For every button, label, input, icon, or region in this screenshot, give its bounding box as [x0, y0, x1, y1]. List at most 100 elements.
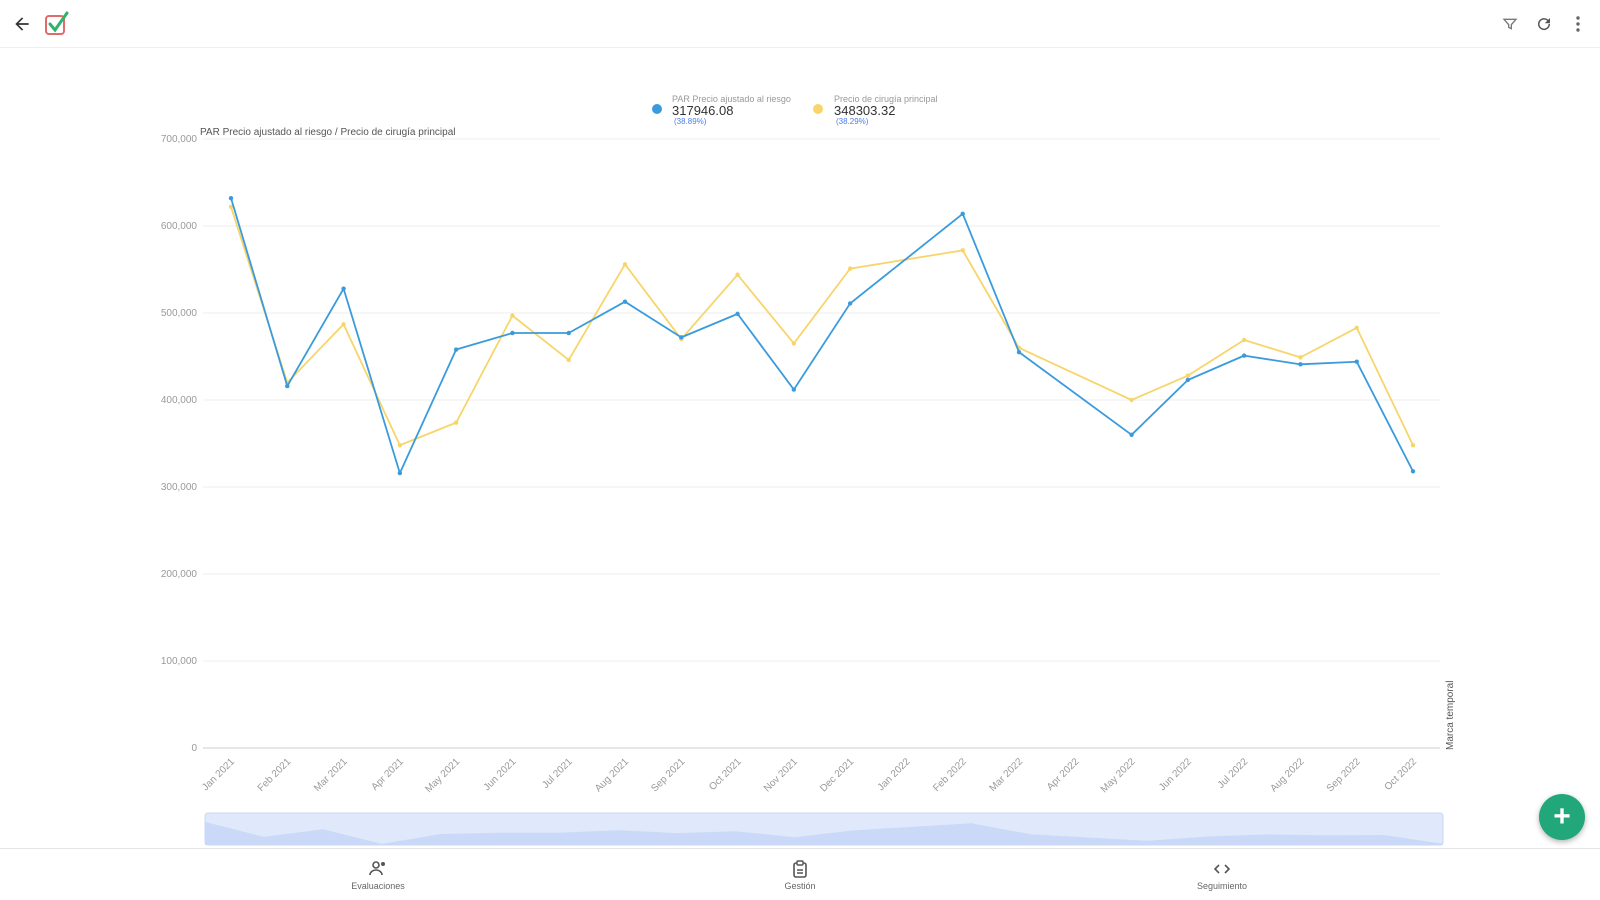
data-point[interactable]: [1016, 349, 1022, 355]
data-point[interactable]: [960, 248, 965, 253]
y-tick-label: 500,000: [161, 308, 198, 319]
x-tick-label: Sep 2022: [1325, 756, 1363, 794]
x-tick-label: Sep 2021: [649, 756, 687, 794]
legend-value-precio: 348303.32: [834, 103, 895, 118]
legend-item-par[interactable]: PAR Precio ajustado al riesgo 317946.08 …: [652, 94, 791, 126]
chart-legend: PAR Precio ajustado al riesgo 317946.08 …: [652, 94, 938, 126]
top-app-bar: [0, 0, 1600, 48]
back-button[interactable]: [8, 10, 36, 38]
data-point[interactable]: [510, 330, 515, 336]
data-point[interactable]: [341, 322, 346, 327]
data-point[interactable]: [397, 470, 403, 476]
data-point[interactable]: [1298, 355, 1303, 360]
y-tick-label: 700,000: [161, 134, 198, 145]
more-options-button[interactable]: [1566, 12, 1590, 36]
chart-subtitle: PAR Precio ajustado al riesgo / Precio d…: [200, 127, 456, 138]
range-navigator[interactable]: [204, 812, 1444, 846]
data-point[interactable]: [791, 341, 797, 346]
plus-icon: +: [1553, 800, 1571, 833]
data-point[interactable]: [1185, 377, 1191, 383]
nav-item-gestion[interactable]: Gestión: [720, 853, 880, 897]
line-chart: PAR Precio ajustado al riesgo 317946.08 …: [161, 94, 1456, 846]
data-point[interactable]: [341, 286, 346, 291]
people-icon: [369, 860, 387, 878]
legend-label-precio: Precio de cirugía principal: [834, 94, 938, 104]
data-point[interactable]: [847, 301, 853, 306]
data-point[interactable]: [566, 357, 571, 363]
y-tick-label: 0: [191, 743, 197, 754]
clipboard-icon: [791, 859, 809, 878]
data-point[interactable]: [1354, 359, 1359, 364]
data-point[interactable]: [1129, 432, 1134, 437]
data-point[interactable]: [1185, 373, 1191, 378]
x-tick-label: Dec 2021: [818, 756, 856, 794]
data-point[interactable]: [285, 383, 290, 389]
data-point[interactable]: [735, 311, 740, 317]
data-point[interactable]: [679, 335, 684, 340]
y-tick-label: 600,000: [161, 221, 198, 232]
x-tick-label: Jan 2022: [876, 756, 913, 793]
series-line: [230, 206, 1414, 447]
data-point[interactable]: [1129, 397, 1134, 403]
arrow-left-icon: [15, 17, 29, 31]
right-axis-label: Marca temporal: [1445, 681, 1456, 750]
data-point[interactable]: [566, 330, 571, 336]
data-point[interactable]: [228, 204, 234, 210]
refresh-icon: [1538, 18, 1551, 31]
x-tick-label: Oct 2021: [707, 756, 744, 793]
bottom-navigation: Evaluaciones Gestión Seguimiento: [0, 848, 1600, 900]
x-tick-label: May 2022: [1099, 756, 1138, 795]
data-point[interactable]: [397, 443, 403, 448]
filter-button[interactable]: [1498, 12, 1522, 36]
data-point[interactable]: [622, 299, 628, 304]
series-line: [230, 197, 1414, 474]
data-point[interactable]: [1241, 337, 1247, 343]
x-tick-label: Jul 2022: [1216, 756, 1251, 791]
x-tick-label: Apr 2021: [369, 756, 406, 793]
data-point[interactable]: [622, 262, 628, 267]
data-point[interactable]: [960, 211, 965, 217]
data-point[interactable]: [510, 313, 515, 318]
data-point[interactable]: [1354, 325, 1359, 330]
x-tick-label: Mar 2021: [312, 756, 350, 794]
refresh-button[interactable]: [1532, 12, 1556, 36]
nav-label-evaluaciones: Evaluaciones: [351, 880, 405, 891]
code-icon: [1213, 860, 1231, 878]
x-tick-label: Nov 2021: [762, 756, 800, 794]
legend-swatch-par: [652, 104, 662, 114]
x-axis-ticks: Jan 2021 Feb 2021 Mar 2021 Apr 2021 May 2021…: [200, 756, 1419, 795]
app-logo: [42, 9, 72, 39]
nav-label-seguimiento: Seguimiento: [1196, 880, 1248, 891]
x-tick-label: Jun 2022: [1157, 756, 1194, 793]
data-point[interactable]: [735, 272, 740, 277]
data-point[interactable]: [1410, 469, 1416, 474]
x-tick-label: Aug 2021: [593, 756, 631, 794]
y-axis-ticks: 0 100,000 200,000 300,000 400,000 500,000 600,…: [161, 134, 198, 754]
range-navigator-area: [205, 821, 1443, 845]
legend-item-precio[interactable]: Precio de cirugía principal 348303.32 (3…: [813, 94, 938, 126]
data-point[interactable]: [1241, 353, 1247, 358]
y-tick-label: 300,000: [161, 482, 198, 493]
x-tick-label: Apr 2022: [1045, 756, 1082, 793]
data-point[interactable]: [453, 420, 459, 425]
x-tick-label: Jun 2021: [482, 756, 519, 793]
data-point[interactable]: [453, 347, 459, 352]
data-point[interactable]: [1410, 443, 1416, 448]
data-point[interactable]: [228, 195, 234, 201]
legend-pct-par: (38.89%): [674, 117, 707, 126]
x-tick-label: Oct 2022: [1383, 756, 1420, 793]
add-button[interactable]: +: [1539, 794, 1585, 840]
x-tick-label: Feb 2022: [931, 756, 969, 794]
legend-swatch-precio: [813, 104, 823, 114]
x-tick-label: Mar 2022: [987, 756, 1025, 794]
gridlines: [203, 138, 1440, 749]
nav-item-evaluaciones[interactable]: Evaluaciones: [298, 853, 458, 897]
checkmark-logo-icon: [45, 11, 69, 35]
nav-label-gestion: Gestión: [784, 880, 816, 891]
nav-item-seguimiento[interactable]: Seguimiento: [1142, 853, 1302, 897]
data-point[interactable]: [1298, 362, 1303, 367]
series-layer: [228, 195, 1416, 476]
data-point[interactable]: [791, 387, 797, 392]
legend-pct-precio: (38.29%): [836, 117, 869, 126]
data-point[interactable]: [847, 266, 853, 271]
